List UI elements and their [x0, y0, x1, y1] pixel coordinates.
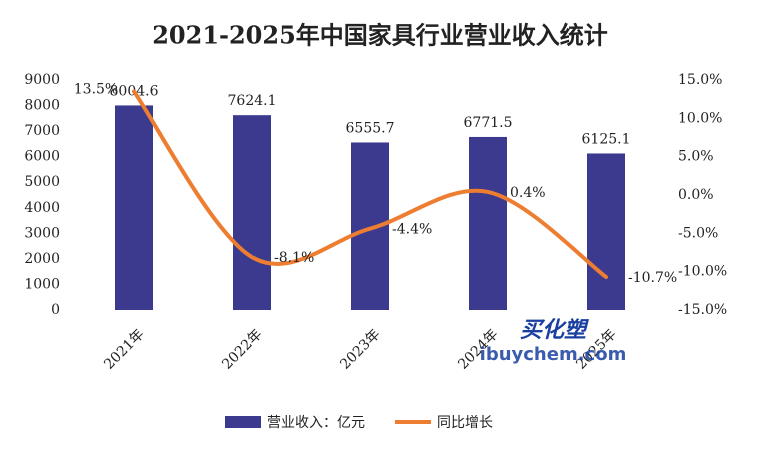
y-tick-label: 8000 — [24, 98, 60, 114]
watermark: ibuychem.com — [480, 344, 627, 365]
line-value-label: -10.7% — [628, 270, 677, 286]
bar — [115, 105, 153, 310]
y-tick-label: 1000 — [24, 276, 60, 292]
line-value-label: -4.4% — [392, 222, 432, 238]
y2-tick-label: 5.0% — [678, 149, 714, 165]
legend-label: 营业收入：亿元 — [267, 415, 365, 431]
y2-tick-label: 0.0% — [678, 187, 714, 203]
chart-title: 2021-2025年中国家具行业营业收入统计 — [152, 21, 608, 50]
bar — [233, 115, 271, 310]
y-tick-label: 2000 — [24, 251, 60, 267]
x-tick-label: 2021年 — [101, 326, 147, 372]
y-tick-label: 9000 — [24, 72, 60, 88]
line — [132, 89, 608, 280]
watermark: 买化塑 — [520, 318, 589, 343]
line-value-label: 13.5% — [74, 82, 118, 98]
x-tick-label: 2022年 — [219, 326, 265, 372]
bar-value-label: 6555.7 — [346, 120, 395, 136]
y2-tick-label: 15.0% — [678, 72, 722, 88]
legend-label: 同比增长 — [437, 415, 493, 431]
y-tick-label: 3000 — [24, 225, 60, 241]
x-tick-label: 2023年 — [337, 326, 383, 372]
y2-tick-label: -15.0% — [678, 302, 727, 318]
bar-value-label: 7624.1 — [228, 93, 277, 109]
y2-tick-label: -5.0% — [678, 225, 718, 241]
y-tick-label: 0 — [51, 302, 60, 318]
y-tick-label: 4000 — [24, 200, 60, 216]
bar — [587, 153, 625, 310]
y-tick-label: 5000 — [24, 174, 60, 190]
y2-tick-label: 10.0% — [678, 110, 722, 126]
line-value-label: -8.1% — [274, 250, 314, 266]
line-value-label: 0.4% — [510, 185, 546, 201]
bar — [469, 136, 507, 310]
y2-tick-label: -10.0% — [678, 264, 727, 280]
legend-swatch — [225, 416, 261, 428]
bar-value-label: 6125.1 — [582, 131, 631, 147]
bar-value-label: 6771.5 — [464, 115, 513, 131]
y-tick-label: 7000 — [24, 123, 60, 139]
y-tick-label: 6000 — [24, 149, 60, 165]
